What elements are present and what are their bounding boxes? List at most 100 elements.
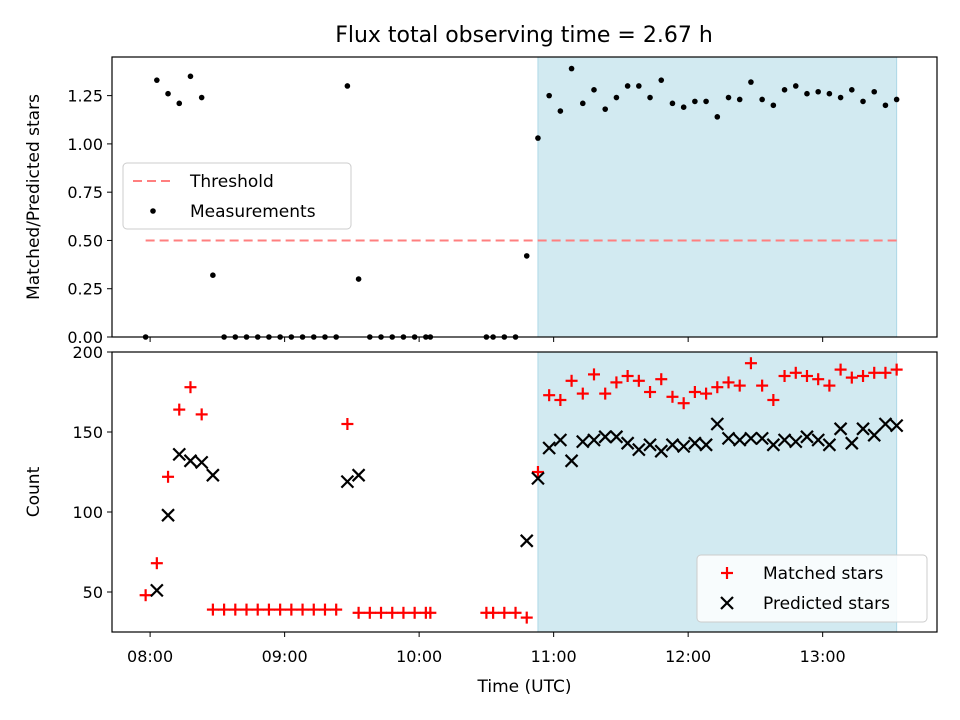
matched-star-point <box>711 381 724 394</box>
y-axis-label: Matched/Predicted stars <box>24 94 44 300</box>
matched-star-point <box>375 606 388 619</box>
matched-star-point <box>206 603 219 616</box>
matched-star-point <box>397 606 410 619</box>
matched-star-point <box>621 370 634 382</box>
measurement-point <box>579 100 586 107</box>
matched-star-point <box>543 389 556 402</box>
matched-star-point <box>666 390 679 403</box>
predicted-star-point <box>777 433 792 447</box>
matched-star-point <box>386 606 399 619</box>
measurement-point <box>669 100 676 107</box>
matched-star-point <box>251 603 264 616</box>
matched-star-point <box>587 368 600 381</box>
measurement-point <box>187 73 194 80</box>
predicted-star-point <box>755 431 769 446</box>
predicted-star-point <box>822 438 837 452</box>
predicted-star-point <box>889 418 904 433</box>
measurement-point <box>624 83 631 89</box>
measurement-point <box>557 108 564 114</box>
predicted-star-point <box>553 433 568 447</box>
measurement-point <box>344 83 351 89</box>
measurement-point <box>154 77 160 83</box>
matched-star-point <box>408 606 421 619</box>
matched-star-point <box>655 373 668 386</box>
legend-measurements-swatch <box>150 208 156 214</box>
predicted-star-point <box>150 583 164 598</box>
matched-star-point <box>341 418 354 430</box>
predicted-star-point <box>732 433 747 447</box>
predicted-star-point <box>161 508 175 522</box>
measurement-point <box>523 253 530 259</box>
predicted-star-point <box>710 417 725 431</box>
predicted-star-point <box>856 422 870 436</box>
measurement-point <box>792 83 799 89</box>
legend: Matched stars Predicted stars <box>696 554 928 623</box>
matched-star-point <box>307 603 320 616</box>
y-axis-label: Count <box>24 466 44 517</box>
matched-star-point <box>509 606 522 619</box>
measurement-point <box>535 135 541 141</box>
predicted-star-point <box>620 436 635 450</box>
matched-star-point <box>610 376 623 389</box>
measurement-point <box>176 100 183 107</box>
matched-star-point <box>173 403 186 416</box>
matched-star-point <box>424 606 437 619</box>
predicted-star-point <box>542 441 556 455</box>
matched-star-point <box>845 371 858 384</box>
matched-star-point <box>756 379 769 392</box>
predicted-star-point <box>800 430 814 444</box>
predicted-star-point <box>351 468 366 482</box>
predicted-star-point <box>721 431 736 446</box>
measurement-point <box>198 94 205 101</box>
matched-star-point <box>700 387 713 400</box>
measurement-point <box>781 87 788 93</box>
legend-predicted-label: Predicted stars <box>763 594 890 614</box>
measurement-point <box>613 94 620 101</box>
measurement-point <box>591 87 597 93</box>
predicted-star-point <box>587 433 601 447</box>
measurement-point <box>165 90 171 97</box>
y-tick-label: 150 <box>72 423 103 442</box>
matched-star-point <box>487 606 500 619</box>
predicted-star-point <box>643 438 657 452</box>
matched-star-point <box>644 386 657 398</box>
y-tick-label: 0.25 <box>67 280 103 299</box>
y-tick-label: 100 <box>72 503 103 522</box>
measurement-point <box>849 87 855 93</box>
matched-star-point <box>184 381 197 394</box>
legend-matched-swatch <box>721 567 733 579</box>
y-tick-label: 0.00 <box>67 328 103 347</box>
count-panel: 50 100 150 200 08:00 09:00 10:00 11:00 12:00 13:0… <box>24 343 938 697</box>
predicted-star-point <box>688 436 702 450</box>
predicted-star-point <box>206 468 220 482</box>
matched-star-point <box>296 603 309 616</box>
matched-star-point <box>722 376 735 389</box>
predicted-star-point <box>340 474 355 489</box>
measurement-point <box>736 96 743 103</box>
predicted-star-point <box>576 434 590 449</box>
axes-frame <box>111 351 938 633</box>
matched-star-point <box>274 603 287 616</box>
legend: Threshold Measurements <box>122 162 352 230</box>
matched-star-point <box>554 394 567 406</box>
axes-frame <box>111 56 938 338</box>
matched-star-point <box>229 603 242 616</box>
measurement-point <box>355 276 362 282</box>
matched-star-point <box>800 370 813 382</box>
legend-matched-label: Matched stars <box>763 564 883 584</box>
measurement-point <box>714 114 721 120</box>
matched-star-point <box>363 606 376 619</box>
matched-star-point <box>632 374 645 387</box>
matched-star-point <box>744 357 757 370</box>
matched-star-point <box>520 611 533 624</box>
x-tick-label: 13:00 <box>800 647 846 666</box>
measurement-point <box>826 90 833 97</box>
matched-star-point <box>576 387 589 400</box>
predicted-star-point <box>172 447 187 462</box>
legend-box <box>122 162 352 230</box>
x-tick-label: 12:00 <box>665 647 711 666</box>
legend-threshold-label: Threshold <box>189 172 274 192</box>
matched-star-point <box>262 603 275 616</box>
measurement-point <box>804 90 810 97</box>
y-tick-label: 200 <box>72 343 103 362</box>
